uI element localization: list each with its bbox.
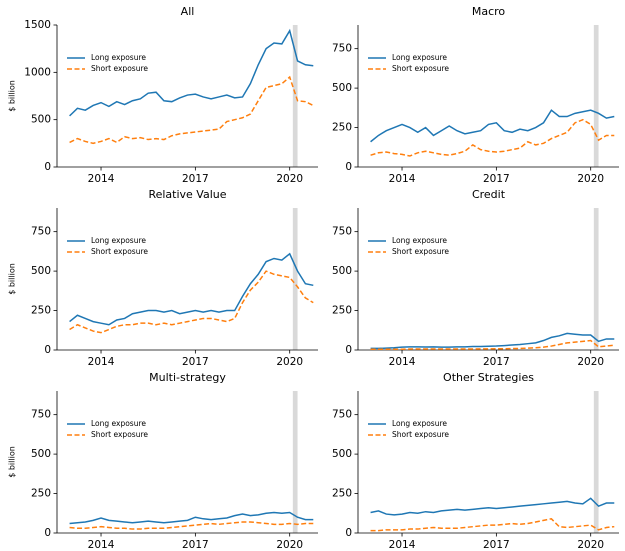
- chart-title: Credit: [472, 188, 506, 201]
- highlight-band: [593, 25, 599, 167]
- x-tick-label: 2020: [276, 539, 303, 551]
- highlight-band: [292, 25, 298, 167]
- series-line: [370, 109, 615, 143]
- series-line: [370, 497, 615, 516]
- y-tick-label: 250: [332, 122, 352, 134]
- chart-title: Relative Value: [148, 188, 226, 201]
- x-tick-label: 2017: [483, 173, 510, 185]
- series-line: [69, 252, 314, 326]
- y-tick-label: 500: [332, 82, 352, 94]
- y-tick-label: 500: [332, 265, 352, 277]
- legend-label: Long exposure: [91, 236, 146, 245]
- chart-title: All: [181, 5, 195, 18]
- y-tick-label: 0: [345, 161, 352, 173]
- legend-label: Short exposure: [91, 247, 148, 256]
- legend-label: Long exposure: [392, 53, 447, 62]
- y-tick-label: 0: [345, 344, 352, 356]
- y-tick-label: 500: [31, 448, 51, 460]
- series-line: [69, 75, 314, 145]
- x-tick-label: 2020: [577, 356, 604, 368]
- x-tick-label: 2017: [182, 173, 209, 185]
- legend-label: Long exposure: [392, 236, 447, 245]
- y-tick-label: 0: [44, 527, 51, 539]
- y-tick-label: 0: [44, 344, 51, 356]
- legend-label: Short exposure: [392, 64, 449, 73]
- y-tick-label: 750: [31, 409, 51, 421]
- y-tick-label: 250: [332, 488, 352, 500]
- y-axis-label: $ billion: [8, 80, 17, 112]
- x-tick-label: 2017: [182, 539, 209, 551]
- y-tick-label: 1000: [24, 66, 51, 78]
- y-axis-label: $ billion: [8, 263, 17, 295]
- y-tick-label: 500: [332, 448, 352, 460]
- highlight-band: [593, 208, 599, 350]
- legend-label: Short exposure: [392, 430, 449, 439]
- y-tick-label: 250: [31, 305, 51, 317]
- series-line: [69, 28, 314, 117]
- x-tick-label: 2017: [483, 539, 510, 551]
- x-tick-label: 2014: [389, 173, 416, 185]
- y-tick-label: 750: [332, 226, 352, 238]
- x-tick-label: 2017: [483, 356, 510, 368]
- x-tick-label: 2020: [276, 173, 303, 185]
- y-tick-label: 0: [345, 527, 352, 539]
- legend-label: Short exposure: [392, 247, 449, 256]
- legend-label: Long exposure: [91, 53, 146, 62]
- y-tick-label: 750: [31, 226, 51, 238]
- x-tick-label: 2014: [88, 539, 115, 551]
- series-line: [69, 270, 314, 334]
- chart-title: Other Strategies: [443, 371, 534, 384]
- series-line: [69, 521, 314, 530]
- x-tick-label: 2017: [182, 356, 209, 368]
- y-tick-label: 750: [332, 409, 352, 421]
- highlight-band: [593, 391, 599, 533]
- legend-label: Short exposure: [91, 64, 148, 73]
- x-tick-label: 2014: [389, 356, 416, 368]
- x-tick-label: 2020: [577, 539, 604, 551]
- x-tick-label: 2014: [88, 173, 115, 185]
- series-line: [370, 332, 615, 350]
- y-tick-label: 500: [31, 265, 51, 277]
- chart-title: Multi-strategy: [149, 371, 226, 384]
- highlight-band: [292, 391, 298, 533]
- y-tick-label: 250: [31, 488, 51, 500]
- y-tick-label: 0: [44, 161, 51, 173]
- series-line: [370, 517, 615, 532]
- y-tick-label: 250: [332, 305, 352, 317]
- y-tick-label: 500: [31, 114, 51, 126]
- y-axis-label: $ billion: [8, 446, 17, 478]
- series-line: [370, 339, 615, 350]
- x-tick-label: 2014: [88, 356, 115, 368]
- series-line: [69, 511, 314, 525]
- y-tick-label: 1500: [24, 19, 51, 31]
- x-tick-label: 2014: [389, 539, 416, 551]
- y-tick-label: 750: [332, 43, 352, 55]
- highlight-band: [292, 208, 298, 350]
- legend-label: Long exposure: [91, 419, 146, 428]
- x-tick-label: 2020: [276, 356, 303, 368]
- legend-label: Short exposure: [91, 430, 148, 439]
- x-tick-label: 2020: [577, 173, 604, 185]
- chart-title: Macro: [472, 5, 506, 18]
- series-line: [370, 118, 615, 157]
- legend-label: Long exposure: [392, 419, 447, 428]
